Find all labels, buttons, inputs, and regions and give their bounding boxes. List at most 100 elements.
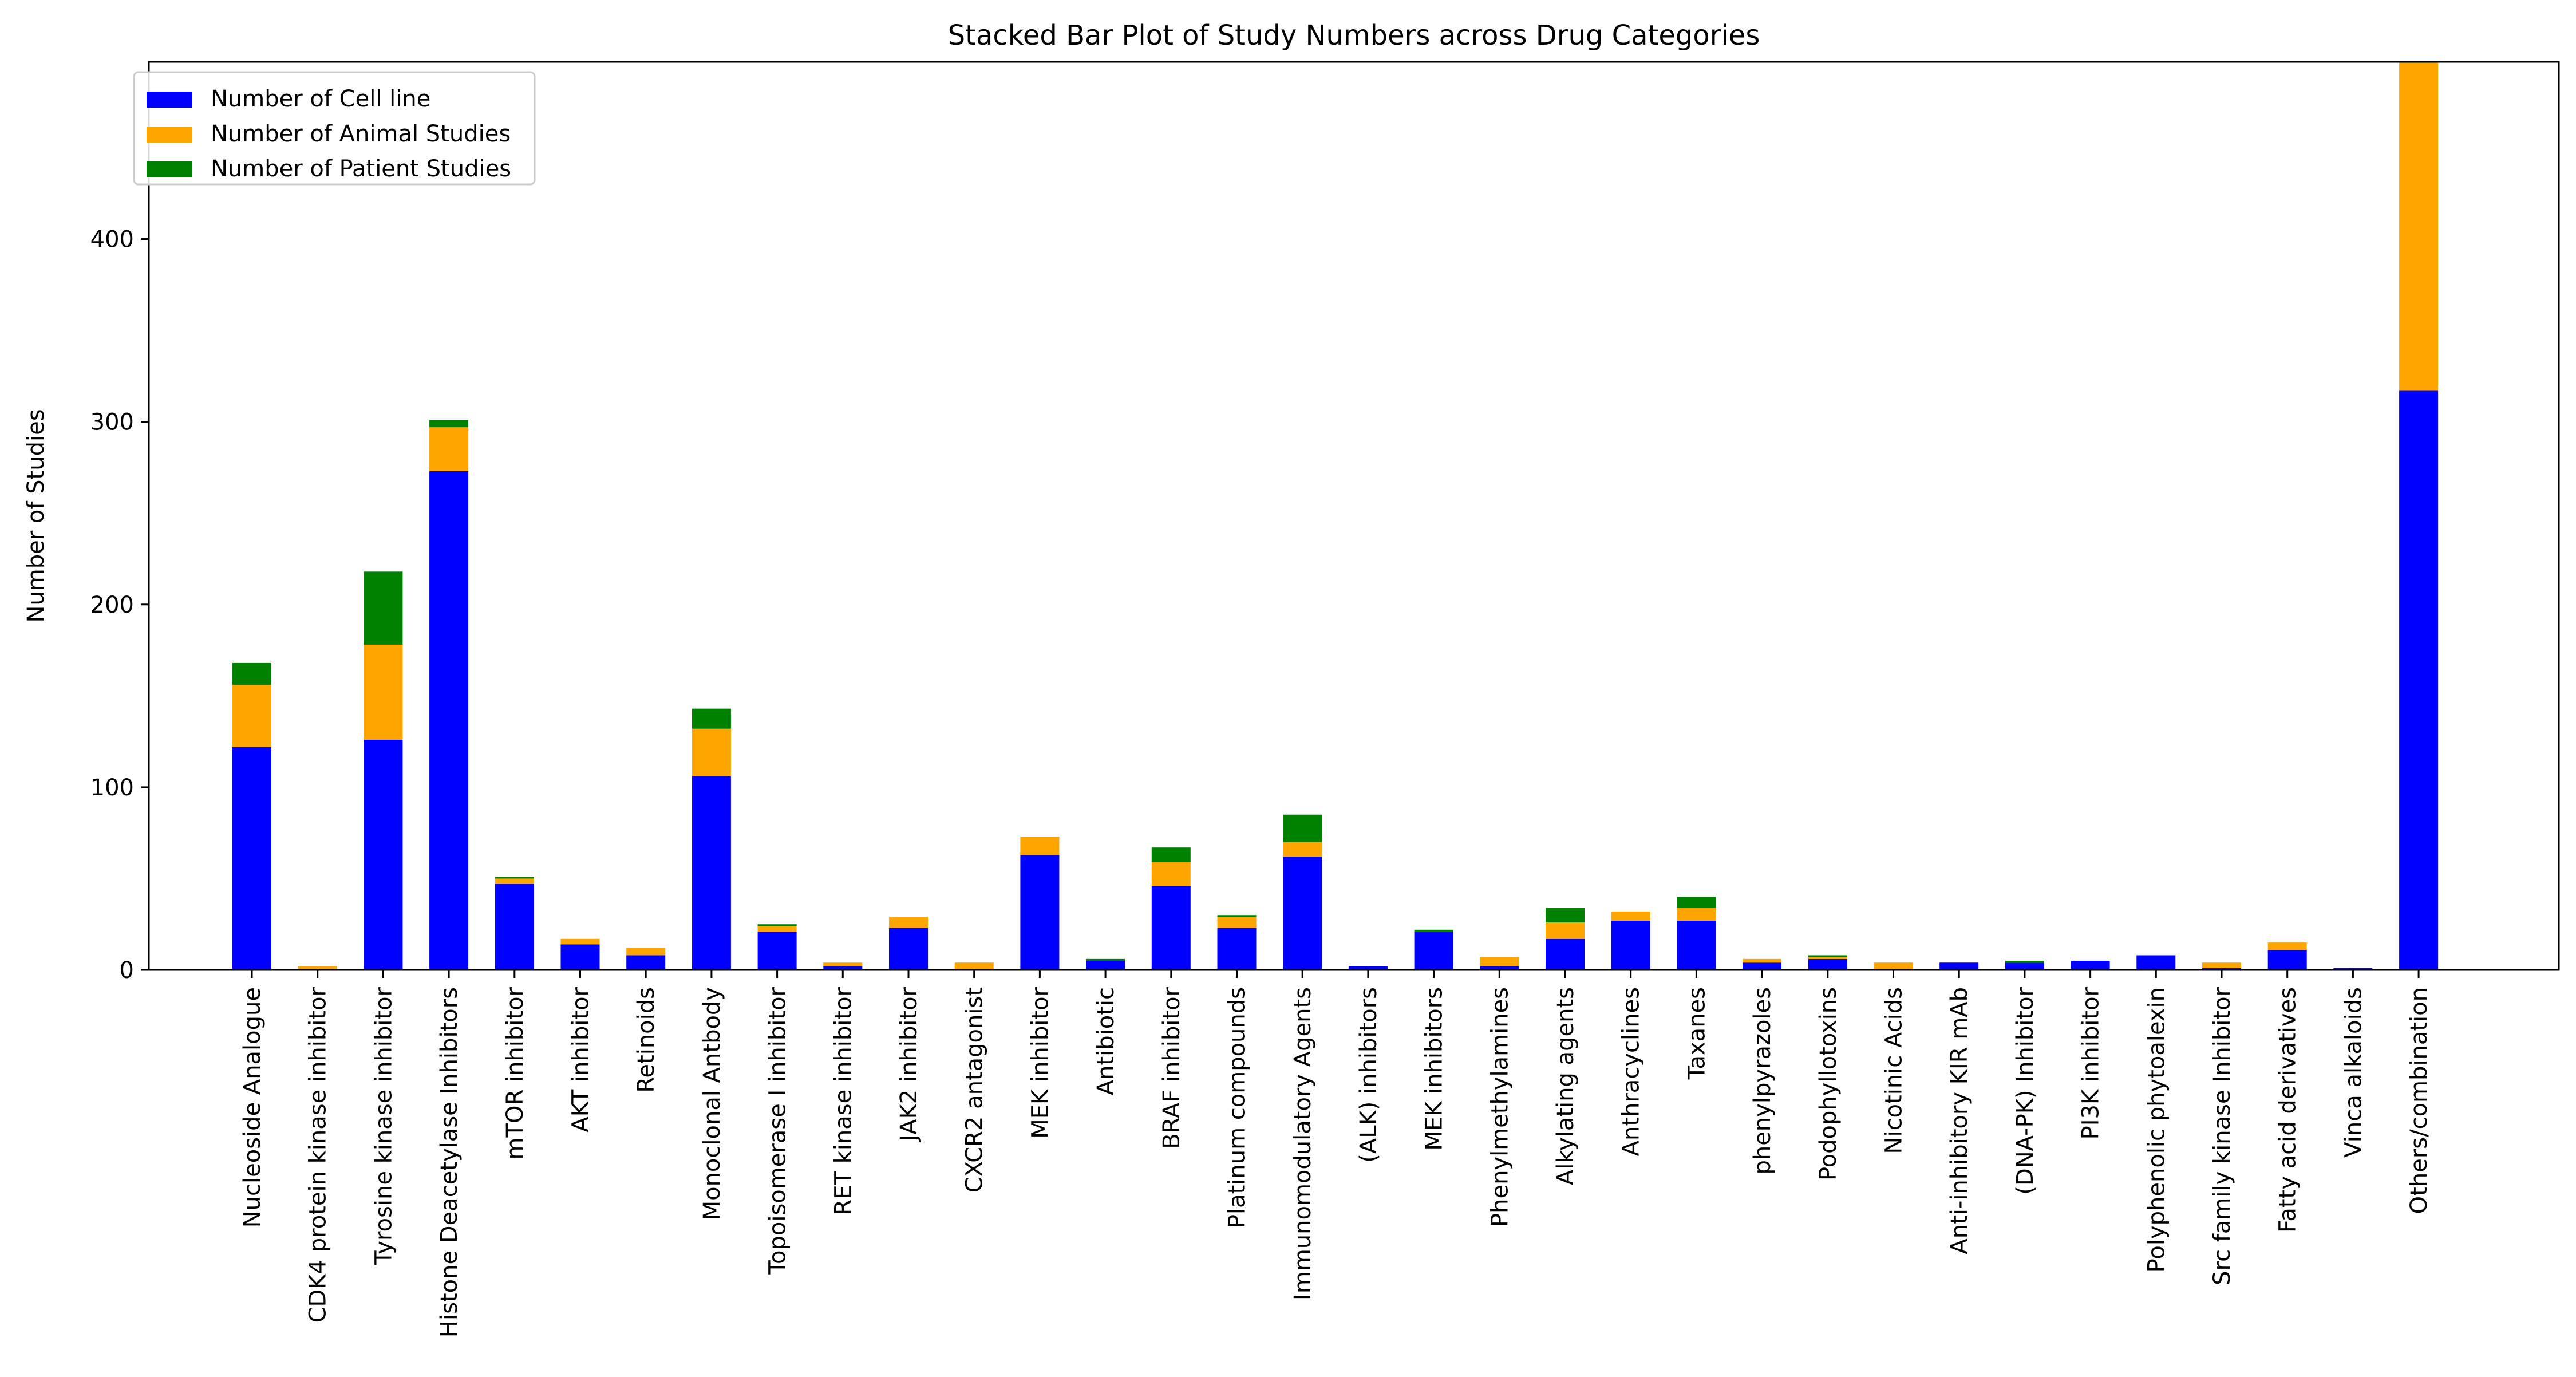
y-tick-label: 400	[90, 227, 134, 253]
bar-animal-studies	[232, 685, 271, 747]
bar-patient-studies	[232, 662, 271, 685]
y-tick-label: 300	[90, 409, 134, 436]
bar-cell-line	[1939, 962, 1979, 970]
axes-layer: 0 100 200 300 400 Nucleoside Analogue CDK4 pro…	[90, 61, 2560, 1337]
legend-box	[133, 71, 536, 186]
bar-animal-studies	[1283, 842, 1322, 857]
bar-cell-line	[1808, 958, 1847, 970]
bar-animal-studies	[2202, 962, 2241, 968]
x-tick-label: Alkylating agents	[1552, 987, 1579, 1185]
bar-patient-studies	[1283, 814, 1322, 842]
bar-cell-line	[2136, 955, 2176, 970]
x-tick-label: Nucleoside Analogue	[239, 987, 266, 1228]
bar-cell-line	[1348, 966, 1388, 970]
x-tick-label: MEK inhibitor	[1027, 987, 1053, 1138]
bar-patient-studies	[495, 877, 534, 879]
legend-label: Number of Cell line	[211, 86, 430, 112]
bar-cell-line	[889, 928, 928, 970]
bar-cell-line	[232, 747, 271, 970]
bar-patient-studies	[1808, 955, 1847, 957]
x-tick-label: BRAF inhibitor	[1159, 987, 1185, 1149]
bar-patient-studies	[429, 420, 469, 428]
bar-animal-studies	[495, 878, 534, 885]
bar-animal-studies	[1020, 837, 1060, 855]
x-tick-label: JAK2 inhibitor	[896, 987, 922, 1142]
x-tick-label: Others/combination	[2406, 987, 2432, 1214]
x-tick-label: CXCR2 antagonist	[962, 987, 988, 1193]
bar-animal-studies	[954, 962, 994, 970]
bar-patient-studies	[364, 571, 403, 645]
bar-cell-line	[1480, 966, 1519, 970]
chart-title: Stacked Bar Plot of Study Numbers across…	[948, 19, 1760, 52]
bar-animal-studies	[1217, 917, 1257, 928]
x-tick-label: Histone Deacetylase Inhibitors	[436, 987, 463, 1337]
bar-patient-studies	[1151, 847, 1191, 862]
x-tick-label: Antibiotic	[1093, 987, 1119, 1095]
x-tick-label: CDK4 protein kinase inhibitor	[305, 987, 331, 1323]
x-tick-label: Tyrosine kinase inhibitor	[370, 987, 397, 1265]
legend-swatch	[147, 127, 192, 143]
x-tick-label: phenylpyrazoles	[1749, 987, 1776, 1175]
y-tick-label: 100	[90, 775, 134, 801]
bar-cell-line	[1151, 886, 1191, 970]
x-tick-label: (DNA-PK) Inhibitor	[2012, 987, 2038, 1194]
x-tick-label: Retinoids	[633, 987, 659, 1093]
bar-cell-line	[692, 776, 731, 970]
x-tick-label: RET kinase inhibitor	[830, 987, 856, 1215]
bar-cell-line	[560, 944, 600, 970]
bar-animal-studies	[1151, 862, 1191, 886]
x-tick-label: Podophyllotoxins	[1815, 987, 1842, 1181]
bar-patient-studies	[692, 708, 731, 729]
x-tick-label: Vinca alkaloids	[2340, 987, 2366, 1158]
bar-animal-studies	[2267, 942, 2307, 950]
x-tick-label: Topoisomerase I inhibitor	[765, 987, 791, 1275]
bar-animal-studies	[1808, 957, 1847, 959]
legend-swatch	[147, 161, 192, 177]
bar-animal-studies	[2399, 62, 2439, 391]
bar-cell-line	[626, 955, 666, 970]
plot-frame	[148, 61, 2560, 971]
bar-animal-studies	[1874, 962, 1913, 970]
bar-animal-studies	[1480, 957, 1519, 966]
bar-animal-studies	[692, 728, 731, 776]
x-tick-label: Anthracyclines	[1618, 987, 1645, 1156]
bar-patient-studies	[1414, 929, 1453, 932]
x-tick-label: Polyphenolic phytoalexin	[2143, 987, 2170, 1272]
bar-animal-studies	[1677, 908, 1716, 921]
legend: Number of Cell line Number of Animal Stud…	[133, 71, 536, 186]
x-tick-label: PI3K inhibitor	[2078, 987, 2104, 1139]
bar-animal-studies	[1743, 958, 1782, 963]
bar-patient-studies	[1217, 915, 1257, 917]
bar-animal-studies	[298, 966, 337, 970]
bar-cell-line	[2399, 390, 2439, 970]
bars-layer	[232, 62, 2439, 970]
bar-cell-line	[823, 966, 863, 970]
bar-cell-line	[2071, 961, 2110, 970]
bar-cell-line	[1217, 928, 1257, 970]
x-tick-label: Phenylmethylamines	[1487, 987, 1513, 1227]
bar-cell-line	[364, 739, 403, 970]
bar-animal-studies	[1546, 922, 1585, 939]
bar-cell-line	[2333, 968, 2373, 970]
bar-animal-studies	[757, 926, 797, 932]
bar-cell-line	[1546, 938, 1585, 970]
bar-cell-line	[495, 884, 534, 970]
y-axis-label: Number of Studies	[23, 409, 49, 622]
x-tick-label: Platinum compounds	[1224, 987, 1251, 1228]
bar-animal-studies	[626, 948, 666, 956]
x-tick-label: Fatty acid derivatives	[2275, 987, 2301, 1233]
bar-cell-line	[1677, 920, 1716, 970]
x-tick-label: Immunomodulatory Agents	[1290, 987, 1316, 1300]
bar-animal-studies	[1611, 911, 1650, 921]
bar-cell-line	[757, 931, 797, 970]
bar-patient-studies	[757, 924, 797, 926]
legend-label: Number of Patient Studies	[211, 156, 511, 182]
bar-animal-studies	[823, 962, 863, 966]
x-tick-label: (ALK) inhibitors	[1356, 987, 1382, 1163]
bar-patient-studies	[1086, 958, 1125, 961]
bar-animal-studies	[560, 938, 600, 945]
x-tick-label: AKT inhibitor	[568, 987, 594, 1132]
bar-cell-line	[1414, 931, 1453, 970]
